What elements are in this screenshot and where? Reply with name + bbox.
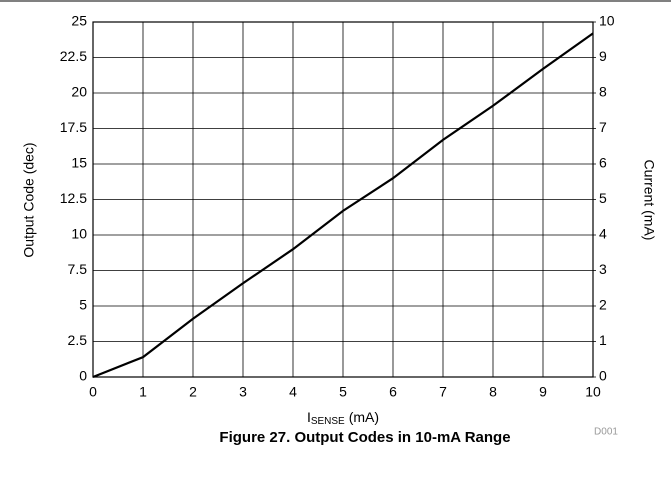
x-tick-label: 2 xyxy=(189,384,197,400)
plot-frame xyxy=(92,21,594,378)
y2-tick-label: 3 xyxy=(599,261,607,277)
caption: Figure 27. Output Codes in 10-mA Range xyxy=(219,429,510,446)
annotation: D001 xyxy=(594,427,618,438)
data-line xyxy=(92,32,594,379)
y-tick-label: 7.5 xyxy=(68,261,88,277)
x-label-unit: (mA) xyxy=(349,409,379,425)
y2-tick-label: 2 xyxy=(599,297,607,313)
y-tick-label: 2.5 xyxy=(68,332,88,348)
x-tick-label: 1 xyxy=(139,384,147,400)
y2-tick-label: 10 xyxy=(599,13,615,29)
x-axis-label: ISENSE (mA) xyxy=(307,409,379,427)
y-tick-label: 20 xyxy=(71,84,87,100)
y-axis-label: Output Code (dec) xyxy=(21,142,37,257)
y2-tick-label: 1 xyxy=(599,332,607,348)
y-tick-label: 5 xyxy=(79,297,87,313)
x-label-main: I xyxy=(307,409,311,425)
y2-tick-label: 7 xyxy=(599,119,607,135)
x-tick-label: 10 xyxy=(585,384,601,400)
y-tick-label: 10 xyxy=(71,226,87,242)
y-tick-label: 17.5 xyxy=(60,119,87,135)
y-tick-label: 22.5 xyxy=(60,48,87,64)
y2-tick-label: 0 xyxy=(599,368,607,384)
x-tick-label: 3 xyxy=(239,384,247,400)
x-tick-label: 9 xyxy=(539,384,547,400)
y2-tick-label: 5 xyxy=(599,190,607,206)
x-tick-label: 5 xyxy=(339,384,347,400)
y2-tick-label: 6 xyxy=(599,155,607,171)
y2-axis-label: Current (mA) xyxy=(641,160,657,241)
x-tick-label: 6 xyxy=(389,384,397,400)
y-tick-label: 15 xyxy=(71,155,87,171)
x-tick-label: 4 xyxy=(289,384,297,400)
y2-tick-label: 8 xyxy=(599,84,607,100)
x-tick-label: 7 xyxy=(439,384,447,400)
y2-tick-label: 9 xyxy=(599,48,607,64)
x-tick-label: 8 xyxy=(489,384,497,400)
y-tick-label: 0 xyxy=(79,368,87,384)
y-tick-label: 12.5 xyxy=(60,190,87,206)
x-tick-label: 0 xyxy=(89,384,97,400)
y2-tick-label: 4 xyxy=(599,226,607,242)
x-label-subscript: SENSE xyxy=(311,416,345,427)
y-tick-label: 25 xyxy=(71,13,87,29)
